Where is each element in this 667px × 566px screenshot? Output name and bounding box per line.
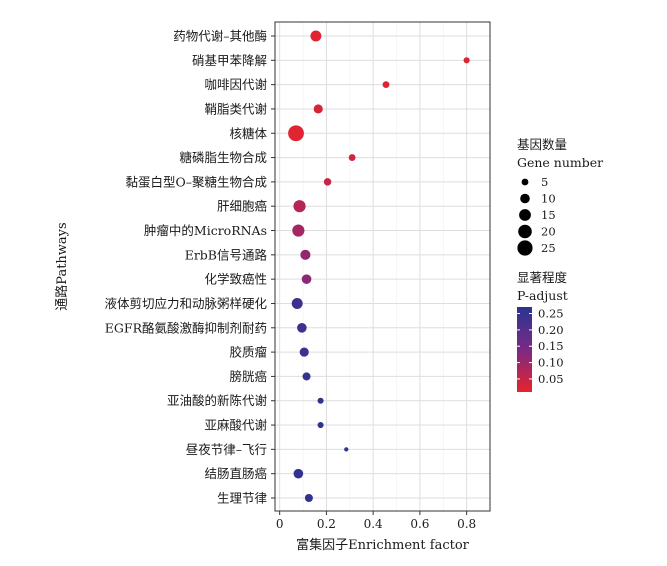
size-legend-label: 25 bbox=[541, 241, 556, 255]
y-category-label: 药物代谢–其他酶 bbox=[173, 29, 267, 44]
size-legend-title-cn: 基因数量 bbox=[517, 137, 567, 152]
data-point bbox=[292, 224, 305, 237]
x-axis-title: 富集因子Enrichment factor bbox=[296, 537, 470, 553]
y-category-label: 核糖体 bbox=[229, 126, 267, 141]
y-category-label: 生理节律 bbox=[217, 491, 267, 506]
data-point bbox=[310, 30, 322, 42]
y-category-label: ErbB信号通路 bbox=[185, 247, 268, 262]
data-point bbox=[317, 397, 324, 404]
size-legend: 5 10 15 20 25 bbox=[517, 175, 556, 256]
size-legend-dot bbox=[521, 178, 529, 186]
y-category-label: 亚油酸的新陈代谢 bbox=[167, 393, 267, 408]
x-tick-label: 0.4 bbox=[364, 517, 383, 531]
color-legend-title-cn: 显著程度 bbox=[517, 270, 568, 285]
x-tick-label: 0.6 bbox=[410, 517, 429, 531]
data-point bbox=[297, 322, 307, 333]
size-legend-dot bbox=[520, 193, 530, 204]
y-category-label: 咖啡因代谢 bbox=[204, 77, 267, 92]
data-point bbox=[293, 200, 306, 213]
color-legend-label: 0.10 bbox=[538, 356, 564, 370]
size-legend-title-en: Gene number bbox=[517, 155, 603, 170]
y-category-label: 膀胱癌 bbox=[229, 369, 267, 384]
x-tick-label: 0 bbox=[276, 517, 284, 531]
data-point bbox=[382, 81, 390, 89]
y-category-label: 化学致癌性 bbox=[204, 272, 267, 287]
x-tick-label: 0.8 bbox=[457, 517, 476, 531]
y-category-label: 黏蛋白型O–聚糖生物合成 bbox=[126, 174, 268, 189]
data-points bbox=[288, 30, 470, 503]
data-point bbox=[463, 57, 470, 64]
data-point bbox=[313, 104, 323, 114]
y-category-label: 肿瘤中的MicroRNAs bbox=[144, 223, 267, 238]
size-legend-label: 20 bbox=[541, 225, 556, 239]
y-category-label: 鞘脂类代谢 bbox=[204, 101, 267, 116]
y-category-label: 硝基甲苯降解 bbox=[192, 53, 267, 68]
color-legend-label: 0.15 bbox=[538, 339, 564, 353]
y-category-label: 胶质瘤 bbox=[229, 345, 267, 360]
color-legend-title-en: P-adjust bbox=[517, 288, 568, 303]
data-point bbox=[288, 125, 304, 142]
x-tick-labels: 0 0.2 0.4 0.6 0.8 bbox=[276, 511, 476, 531]
color-bar bbox=[517, 307, 532, 392]
data-point bbox=[348, 154, 356, 161]
data-point bbox=[323, 178, 332, 186]
size-legend-label: 5 bbox=[541, 175, 548, 189]
y-category-label: EGFR酪氨酸激酶抑制剂耐药 bbox=[105, 320, 267, 335]
size-legend-label: 15 bbox=[541, 208, 556, 222]
x-tick-label: 0.2 bbox=[317, 517, 336, 531]
size-legend-dot bbox=[519, 209, 531, 221]
color-legend: 0.25 0.20 0.15 0.10 0.05 bbox=[517, 307, 564, 386]
color-legend-label: 0.25 bbox=[538, 307, 564, 321]
data-point bbox=[304, 493, 313, 503]
color-legend-label: 0.20 bbox=[538, 323, 564, 337]
y-category-labels: 药物代谢–其他酶硝基甲苯降解咖啡因代谢鞘脂类代谢核糖体糖磷脂生物合成黏蛋白型O–… bbox=[104, 29, 275, 506]
y-category-label: 结肠直肠癌 bbox=[204, 466, 267, 481]
y-axis-title: 通路Pathways bbox=[54, 222, 70, 310]
data-point bbox=[317, 422, 324, 429]
data-point bbox=[299, 347, 309, 357]
data-point bbox=[293, 468, 304, 479]
data-point bbox=[302, 372, 311, 381]
y-category-label: 亚麻酸代谢 bbox=[204, 418, 267, 433]
data-point bbox=[344, 447, 349, 452]
size-legend-dot bbox=[518, 224, 532, 239]
size-legend-dot bbox=[517, 240, 533, 256]
y-category-label: 液体剪切应力和动脉粥样硬化 bbox=[104, 296, 267, 311]
data-point bbox=[301, 274, 312, 284]
color-legend-label: 0.05 bbox=[538, 372, 564, 386]
plot-panel-border bbox=[274, 21, 491, 512]
y-category-label: 糖磷脂生物合成 bbox=[179, 150, 267, 165]
data-point bbox=[300, 249, 311, 260]
size-legend-label: 10 bbox=[541, 192, 556, 206]
y-category-label: 肝细胞癌 bbox=[217, 199, 267, 214]
grid-lines bbox=[275, 22, 490, 511]
y-category-label: 昼夜节律–飞行 bbox=[186, 442, 267, 457]
data-point bbox=[291, 297, 303, 309]
